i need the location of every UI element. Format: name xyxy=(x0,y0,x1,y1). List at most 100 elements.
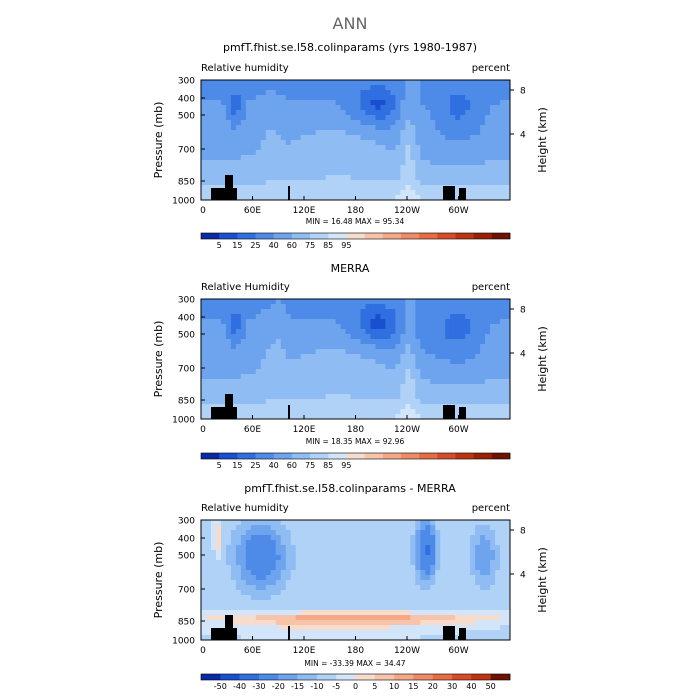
field-cell xyxy=(425,389,431,395)
field-cell xyxy=(410,175,416,181)
field-cell xyxy=(420,595,426,601)
field-cell xyxy=(385,580,391,586)
field-cell xyxy=(405,535,411,541)
field-cell xyxy=(500,560,506,566)
field-cell xyxy=(435,324,441,330)
field-cell xyxy=(415,185,421,191)
field-cell xyxy=(395,80,401,86)
y2-axis-label: Height (km) xyxy=(536,547,549,613)
field-cell xyxy=(505,364,511,370)
field-cell xyxy=(440,145,446,151)
field-cell xyxy=(400,90,406,96)
field-cell xyxy=(480,580,486,586)
field-cell xyxy=(215,530,222,536)
field-cell xyxy=(280,615,287,621)
field-cell xyxy=(485,555,491,561)
field-cell xyxy=(365,414,371,420)
field-cell xyxy=(280,95,287,101)
field-cell xyxy=(405,329,411,335)
field-cell xyxy=(450,100,456,106)
field-cell xyxy=(345,610,351,616)
field-cell xyxy=(250,555,257,561)
field-cell xyxy=(305,635,312,641)
field-cell xyxy=(265,394,272,400)
field-cell xyxy=(440,190,446,196)
field-cell xyxy=(300,565,307,571)
field-cell xyxy=(405,600,411,606)
field-cell xyxy=(360,565,366,571)
field-cell xyxy=(300,625,307,631)
field-cell xyxy=(315,520,322,526)
field-cell xyxy=(390,354,396,360)
field-cell xyxy=(270,545,277,551)
field-cell xyxy=(500,550,506,556)
field-cell xyxy=(490,354,496,360)
field-cell xyxy=(465,550,471,556)
field-cell xyxy=(485,550,491,556)
field-cell xyxy=(390,520,396,526)
field-cell xyxy=(365,595,371,601)
field-cell xyxy=(495,620,501,626)
field-cell xyxy=(275,140,282,146)
field-cell xyxy=(215,339,222,345)
field-cell xyxy=(290,324,297,330)
field-cell xyxy=(365,359,371,365)
field-cell xyxy=(395,580,401,586)
field-cell xyxy=(215,324,222,330)
field-cell xyxy=(405,530,411,536)
field-cell xyxy=(475,344,481,350)
field-cell xyxy=(310,170,317,176)
field-cell xyxy=(450,384,456,390)
field-cell xyxy=(225,80,232,86)
field-cell xyxy=(430,145,436,151)
field-cell xyxy=(370,324,376,330)
field-cell xyxy=(245,185,252,191)
field-cell xyxy=(260,354,267,360)
field-cell xyxy=(260,339,267,345)
field-cell xyxy=(285,354,292,360)
field-cell xyxy=(450,85,456,91)
field-cell xyxy=(420,630,426,636)
field-cell xyxy=(320,344,326,350)
colorbar-swatch xyxy=(400,453,420,459)
field-cell xyxy=(415,409,421,415)
field-cell xyxy=(470,625,476,631)
field-cell xyxy=(475,399,481,405)
field-cell xyxy=(210,115,217,121)
field-cell xyxy=(240,590,247,596)
field-cell xyxy=(475,540,481,546)
field-cell xyxy=(395,170,401,176)
field-cell xyxy=(490,185,496,191)
field-cell xyxy=(260,570,267,576)
field-cell xyxy=(410,384,416,390)
field-cell xyxy=(385,540,391,546)
field-cell xyxy=(435,414,441,420)
field-cell xyxy=(235,540,242,546)
field-cell xyxy=(310,190,317,196)
field-cell xyxy=(475,329,481,335)
field-cell xyxy=(380,399,386,405)
field-cell xyxy=(280,580,287,586)
field-cell xyxy=(475,560,481,566)
field-cell xyxy=(505,309,511,315)
field-cell xyxy=(420,105,426,111)
field-cell xyxy=(340,575,346,581)
field-cell xyxy=(201,605,207,611)
field-cell xyxy=(405,364,411,370)
field-cell xyxy=(320,590,326,596)
field-cell xyxy=(435,580,441,586)
field-cell xyxy=(220,90,227,96)
field-cell xyxy=(215,570,222,576)
colorbar-label: 60 xyxy=(287,241,297,250)
colorbar-swatch xyxy=(291,453,311,459)
field-cell xyxy=(270,85,277,91)
field-cell xyxy=(505,125,511,131)
field-cell xyxy=(340,545,346,551)
field-cell xyxy=(430,120,436,126)
field-cell xyxy=(310,344,317,350)
field-cell xyxy=(295,369,302,375)
field-cell xyxy=(455,570,461,576)
field-cell xyxy=(290,560,297,566)
field-cell xyxy=(285,170,292,176)
field-cell xyxy=(490,404,496,410)
